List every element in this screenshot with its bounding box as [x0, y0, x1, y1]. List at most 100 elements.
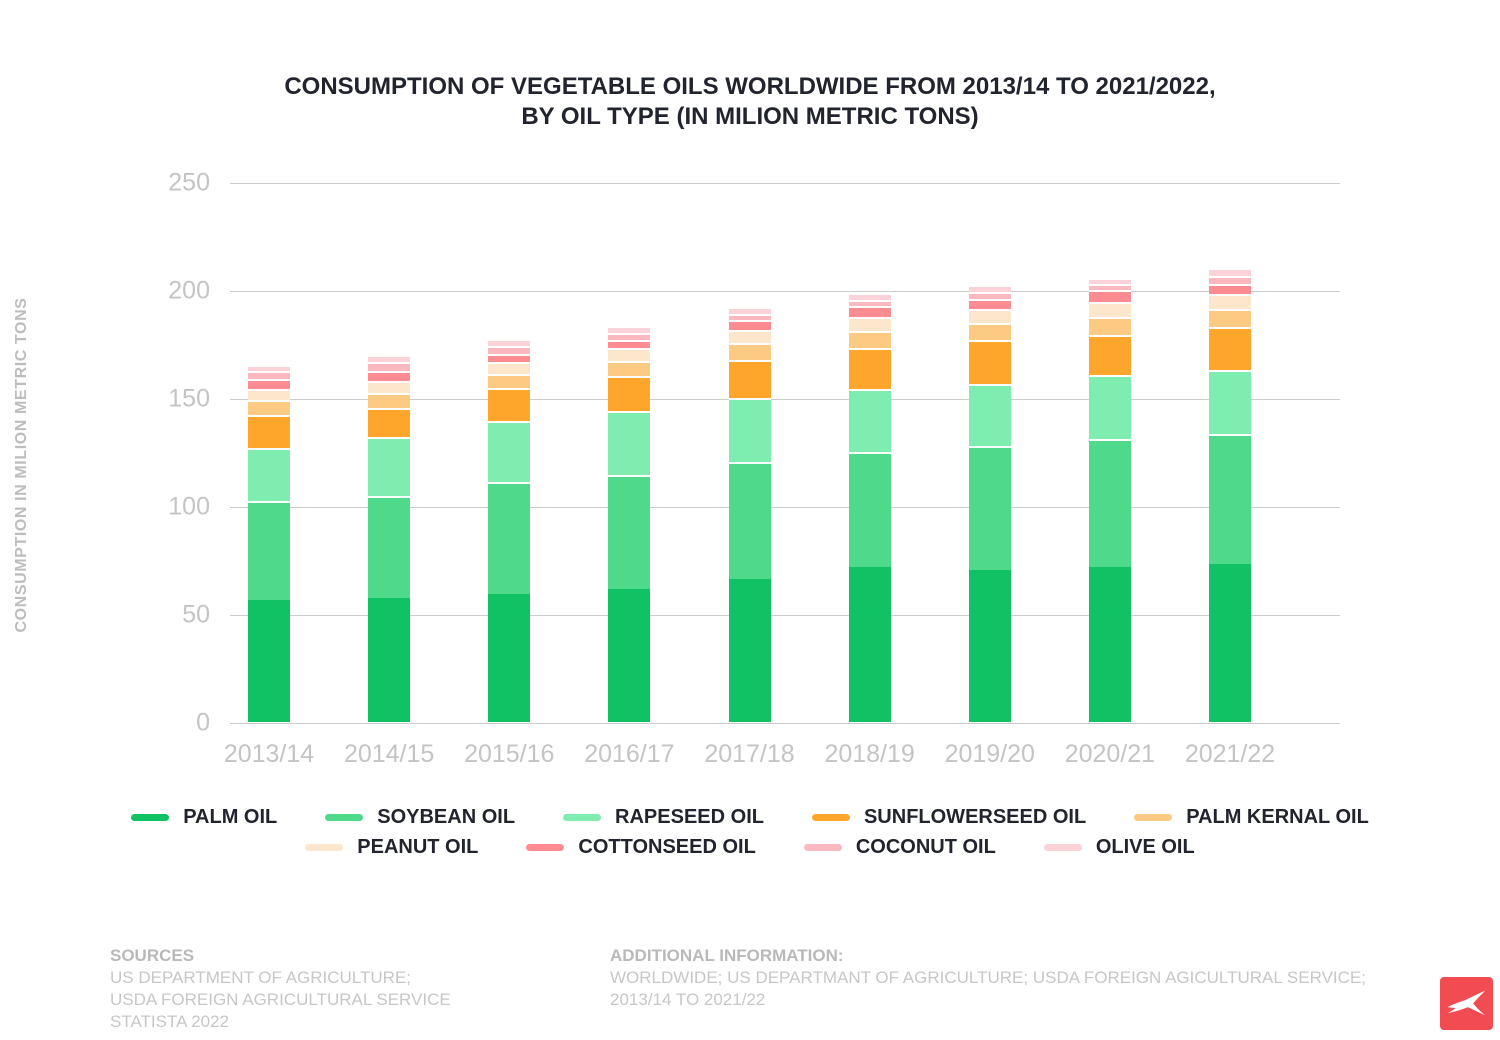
segment-sunflowerseed-oil-2018/19 [848, 348, 891, 390]
segment-sunflowerseed-oil-2017/18 [728, 360, 771, 399]
x-tick-2013/14: 2013/14 [223, 740, 315, 768]
segment-palm-kernal-oil-2019/20 [968, 323, 1011, 340]
segment-palm-oil-2021/22 [1209, 564, 1251, 722]
segment-cottonseed-oil-2016/17 [608, 339, 651, 349]
segment-olive-oil-2014/15 [368, 354, 411, 363]
y-axis-title: CONSUMPTION IN MILION METRIC TONS [13, 297, 30, 633]
x-logo [1440, 977, 1493, 1030]
x-tick-2019/20: 2019/20 [944, 740, 1035, 768]
segment-palm-kernal-oil-2015/16 [488, 374, 531, 389]
segment-peanut-oil-2016/17 [608, 348, 651, 362]
info-line-2: 2013/14 TO 2021/22 [610, 990, 766, 1009]
segment-cottonseed-oil-2013/14 [248, 378, 290, 390]
y-tick-100: 100 [168, 492, 210, 521]
legend-label: COCONUT OIL [855, 836, 996, 858]
segment-palm-kernal-oil-2020/21 [1088, 317, 1131, 336]
segment-coconut-oil-2014/15 [368, 362, 411, 372]
x-tick-2018/19: 2018/19 [824, 740, 915, 768]
plot-area: 0 50 100 150 200 250 2013/14 2014/15 2015/16 2016… [168, 169, 1340, 768]
stacked-bar-2016/17 [608, 325, 651, 722]
legend-swatch-icon [803, 844, 842, 851]
segment-olive-oil-2018/19 [848, 293, 891, 300]
segment-coconut-oil-2013/14 [248, 371, 290, 379]
segment-palm-oil-2018/19 [848, 566, 891, 722]
legend-item-peanut-oil: PEANUT OIL [305, 836, 478, 859]
segment-peanut-oil-2013/14 [248, 389, 290, 401]
segment-sunflowerseed-oil-2020/21 [1088, 335, 1131, 376]
segment-palm-kernal-oil-2021/22 [1209, 309, 1251, 327]
segment-peanut-oil-2018/19 [848, 317, 891, 332]
legend-label: PALM OIL [183, 806, 278, 828]
legend-swatch-icon [1043, 844, 1082, 851]
stacked-bar-2013/14 [248, 364, 290, 722]
chart-title: CONSUMPTION OF VEGETABLE OILS WORLDWIDE … [0, 72, 1500, 132]
chart-title-line2: BY OIL TYPE (IN MILION METRIC TONS) [521, 103, 979, 130]
segment-olive-oil-2013/14 [248, 364, 290, 372]
segment-rapeseed-oil-2015/16 [488, 420, 531, 483]
segment-soybean-oil-2013/14 [248, 500, 290, 600]
legend: PALM OIL SOYBEAN OIL RAPESEED OIL SUNFLOWER… [0, 806, 1500, 859]
x-tick-2017/18: 2017/18 [704, 740, 795, 768]
segment-palm-oil-2019/20 [968, 569, 1011, 722]
x-tick-2015/16: 2015/16 [464, 740, 555, 768]
legend-item-rapeseed-oil: RAPESEED OIL [563, 806, 764, 829]
legend-label: PALM KERNAL OIL [1186, 806, 1369, 828]
sources-line-1: US DEPARTMENT OF AGRICULTURE; [110, 968, 412, 987]
segment-peanut-oil-2017/18 [728, 329, 771, 343]
segment-rapeseed-oil-2021/22 [1209, 369, 1251, 434]
info-line-1: WORLDWIDE; US DEPARTMANT OF AGRICULTURE;… [610, 968, 1366, 987]
segment-olive-oil-2017/18 [728, 307, 771, 314]
segment-sunflowerseed-oil-2013/14 [248, 415, 290, 448]
segment-sunflowerseed-oil-2014/15 [368, 407, 411, 437]
legend-label: RAPESEED OIL [615, 806, 764, 828]
sources-heading: SOURCES [110, 946, 195, 965]
stacked-bar-2020/21 [1088, 278, 1131, 722]
segment-soybean-oil-2017/18 [728, 461, 771, 580]
gridline-150 [230, 399, 1340, 400]
legend-swatch-icon [131, 814, 170, 821]
info-heading: ADDITIONAL INFORMATION: [610, 946, 844, 965]
segment-rapeseed-oil-2014/15 [368, 436, 411, 497]
gridline-50 [230, 615, 1340, 616]
segment-cottonseed-oil-2021/22 [1209, 283, 1251, 295]
stacked-bar-2018/19 [848, 293, 891, 722]
legend-swatch-icon [1134, 814, 1173, 821]
segment-sunflowerseed-oil-2021/22 [1209, 326, 1251, 370]
segment-peanut-oil-2015/16 [488, 362, 531, 375]
chart-title-line1: CONSUMPTION OF VEGETABLE OILS WORLDWIDE … [284, 73, 1216, 100]
segment-peanut-oil-2021/22 [1209, 294, 1251, 310]
segment-soybean-oil-2016/17 [608, 474, 651, 590]
legend-row-1: PALM OIL SOYBEAN OIL RAPESEED OIL SUNFLOWER… [131, 806, 1369, 829]
stacked-bar-2021/22 [1209, 268, 1251, 722]
stacked-bar-2014/15 [368, 354, 411, 722]
x-tick-2020/21: 2020/21 [1064, 740, 1156, 768]
legend-item-sunflowerseed-oil: SUNFLOWERSEED OIL [811, 806, 1087, 829]
x-tick-2021/22: 2021/22 [1184, 740, 1276, 768]
legend-swatch-icon [563, 814, 602, 821]
segment-olive-oil-2015/16 [488, 338, 531, 347]
gridline-250 [230, 183, 1340, 184]
legend-label: PEANUT OIL [357, 836, 479, 858]
segment-soybean-oil-2021/22 [1209, 433, 1251, 565]
segment-peanut-oil-2014/15 [368, 380, 411, 393]
legend-swatch-icon [305, 844, 344, 851]
legend-item-coconut-oil: COCONUT OIL [803, 836, 996, 859]
segment-palm-kernal-oil-2013/14 [248, 400, 290, 416]
segment-sunflowerseed-oil-2016/17 [608, 376, 651, 412]
segment-olive-oil-2020/21 [1088, 278, 1131, 284]
y-tick-250: 250 [168, 168, 210, 197]
x-tick-2014/15: 2014/15 [343, 740, 435, 768]
gridline-200 [230, 291, 1340, 292]
segment-sunflowerseed-oil-2015/16 [488, 388, 531, 421]
y-tick-200: 200 [168, 276, 210, 305]
legend-row-2: PEANUT OIL COTTONSEED OIL COCONUT OIL OLIVE… [305, 836, 1195, 859]
legend-label: SUNFLOWERSEED OIL [863, 806, 1087, 828]
segment-olive-oil-2019/20 [968, 284, 1011, 293]
segment-peanut-oil-2019/20 [968, 309, 1011, 324]
legend-label: COTTONSEED OIL [578, 836, 756, 858]
y-tick-0: 0 [196, 708, 210, 737]
legend-item-soybean-oil: SOYBEAN OIL [325, 806, 515, 829]
legend-item-palm-kernal-oil: PALM KERNAL OIL [1134, 806, 1369, 829]
segment-rapeseed-oil-2019/20 [968, 383, 1011, 446]
info-lines: WORLDWIDE; US DEPARTMANT OF AGRICULTURE;… [610, 967, 1370, 1011]
